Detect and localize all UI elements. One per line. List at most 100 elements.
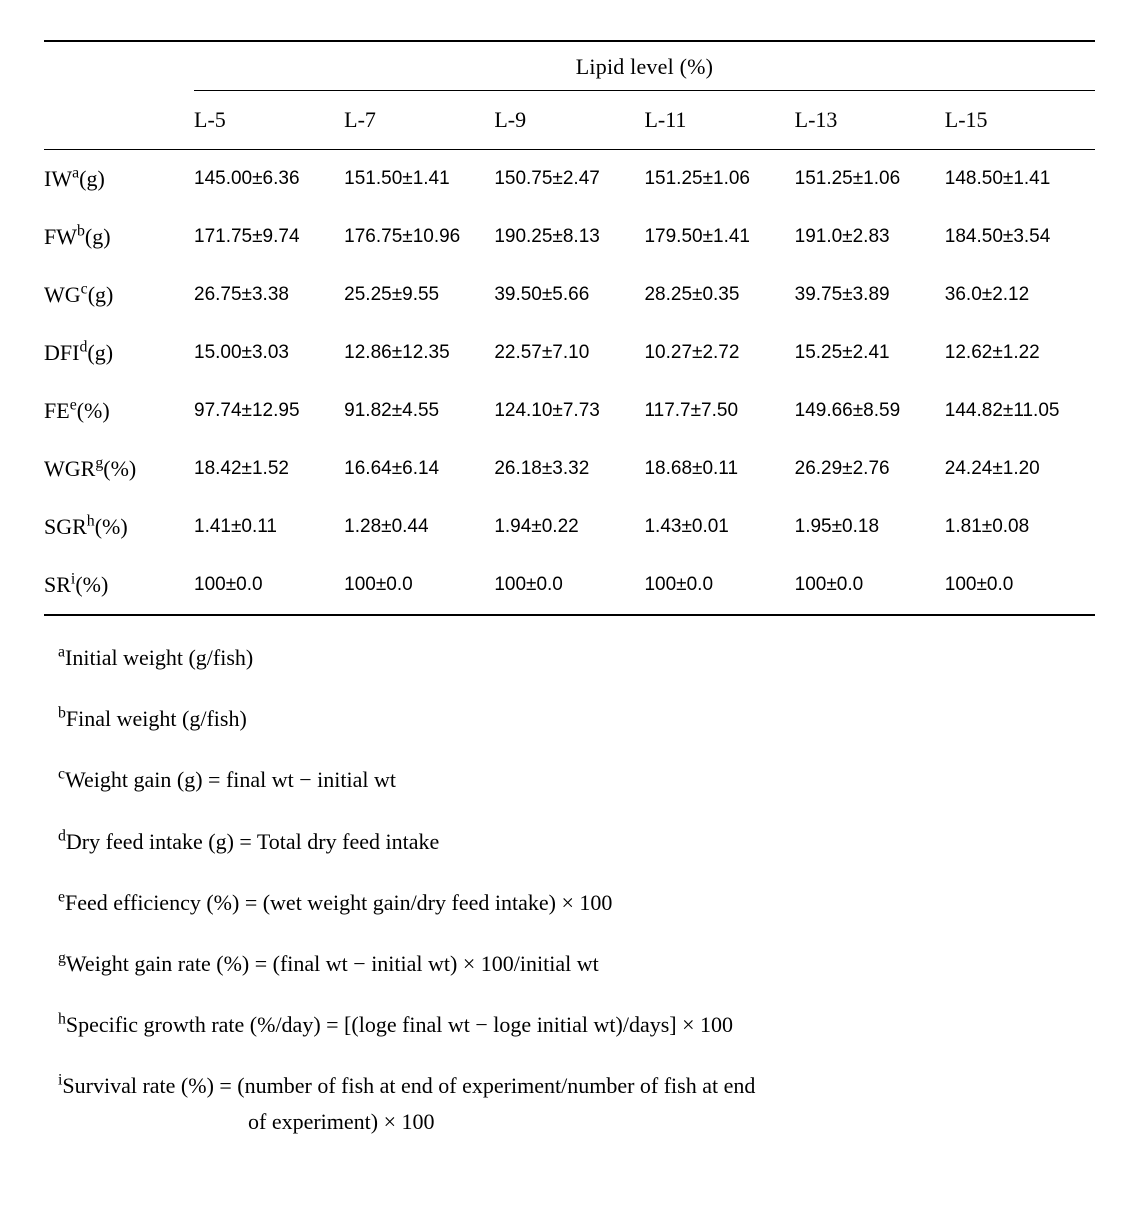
table-row: WGRg(%)18.42±1.5216.64±6.1426.18±3.3218.…	[44, 440, 1095, 498]
row-label-unit: (g)	[87, 340, 113, 365]
table-cell: 1.43±0.01	[644, 498, 794, 556]
table-row-label: DFId(g)	[44, 324, 194, 382]
table-col-head: L-9	[494, 91, 644, 150]
footnote: eFeed efficiency (%) = (wet weight gain/…	[58, 885, 1095, 920]
row-label-unit: (%)	[103, 456, 136, 481]
footnotes: aInitial weight (g/fish) bFinal weight (g…	[44, 640, 1095, 1139]
table-cell: 26.75±3.38	[194, 266, 344, 324]
table-cell: 184.50±3.54	[945, 208, 1095, 266]
footnote: aInitial weight (g/fish)	[58, 640, 1095, 675]
footnote: gWeight gain rate (%) = (final wt − init…	[58, 946, 1095, 981]
row-label-unit: (g)	[88, 282, 114, 307]
table-cell: 100±0.0	[945, 556, 1095, 615]
footnote-text: Dry feed intake (g) = Total dry feed int…	[66, 829, 439, 854]
table-cell: 1.94±0.22	[494, 498, 644, 556]
footnote-text: Weight gain rate (%) = (final wt − initi…	[66, 951, 599, 976]
table-cell: 100±0.0	[494, 556, 644, 615]
table-body: IWa(g)145.00±6.36151.50±1.41150.75±2.471…	[44, 150, 1095, 616]
table-row: FEe(%)97.74±12.9591.82±4.55124.10±7.7311…	[44, 382, 1095, 440]
table-stub-blank	[44, 91, 194, 150]
table-cell: 26.18±3.32	[494, 440, 644, 498]
table-cell: 39.75±3.89	[795, 266, 945, 324]
table-cell: 18.68±0.11	[644, 440, 794, 498]
row-label-text: WG	[44, 282, 81, 307]
table-col-head: L-15	[945, 91, 1095, 150]
table-cell: 16.64±6.14	[344, 440, 494, 498]
row-label-text: WGR	[44, 456, 95, 481]
footnote-text: Final weight (g/fish)	[66, 706, 247, 731]
table-row: SRi(%)100±0.0100±0.0100±0.0100±0.0100±0.…	[44, 556, 1095, 615]
row-label-sup: c	[81, 281, 88, 298]
footnote-text: Initial weight (g/fish)	[65, 645, 253, 670]
row-label-sup: e	[70, 397, 77, 414]
table-cell: 1.28±0.44	[344, 498, 494, 556]
table-cell: 100±0.0	[795, 556, 945, 615]
table-cell: 148.50±1.41	[945, 150, 1095, 209]
table-cell: 24.24±1.20	[945, 440, 1095, 498]
table-cell: 22.57±7.10	[494, 324, 644, 382]
row-label-text: SGR	[44, 514, 87, 539]
table-row-label: SRi(%)	[44, 556, 194, 615]
table-cell: 171.75±9.74	[194, 208, 344, 266]
footnote-sup: d	[58, 827, 66, 844]
table-cell: 117.7±7.50	[644, 382, 794, 440]
table-cell: 97.74±12.95	[194, 382, 344, 440]
table-stub-head	[44, 41, 194, 91]
table-cell: 145.00±6.36	[194, 150, 344, 209]
table-cell: 150.75±2.47	[494, 150, 644, 209]
table-cell: 100±0.0	[194, 556, 344, 615]
table-col-head: L-11	[644, 91, 794, 150]
table-col-head: L-7	[344, 91, 494, 150]
row-label-text: FW	[44, 224, 77, 249]
row-label-unit: (g)	[85, 224, 111, 249]
table-cell: 91.82±4.55	[344, 382, 494, 440]
row-label-sup: h	[87, 513, 95, 530]
table-cell: 191.0±2.83	[795, 208, 945, 266]
footnote-text: Feed efficiency (%) = (wet weight gain/d…	[65, 890, 612, 915]
row-label-text: IW	[44, 166, 72, 191]
footnote: cWeight gain (g) = final wt − initial wt	[58, 762, 1095, 797]
footnote-cont: of experiment) × 100	[58, 1104, 1095, 1139]
page: Lipid level (%) L-5 L-7 L-9 L-11 L-13 L-…	[0, 0, 1139, 1205]
footnote: dDry feed intake (g) = Total dry feed in…	[58, 824, 1095, 859]
table-cell: 25.25±9.55	[344, 266, 494, 324]
table-cell: 1.95±0.18	[795, 498, 945, 556]
footnote: hSpecific growth rate (%/day) = [(loge f…	[58, 1007, 1095, 1042]
footnote: iSurvival rate (%) = (number of fish at …	[58, 1068, 1095, 1138]
table-cell: 100±0.0	[644, 556, 794, 615]
table-row-label: IWa(g)	[44, 150, 194, 209]
table-cell: 1.81±0.08	[945, 498, 1095, 556]
footnote-sup: g	[58, 950, 66, 967]
table-col-head-row: L-5 L-7 L-9 L-11 L-13 L-15	[44, 91, 1095, 150]
row-label-unit: (%)	[75, 572, 108, 597]
table-cell: 151.50±1.41	[344, 150, 494, 209]
row-label-unit: (%)	[95, 514, 128, 539]
data-table: Lipid level (%) L-5 L-7 L-9 L-11 L-13 L-…	[44, 40, 1095, 616]
table-row-label: FWb(g)	[44, 208, 194, 266]
table-cell: 12.86±12.35	[344, 324, 494, 382]
table-row: WGc(g)26.75±3.3825.25±9.5539.50±5.6628.2…	[44, 266, 1095, 324]
footnote-text: Survival rate (%) = (number of fish at e…	[62, 1073, 755, 1098]
table-spanner-row: Lipid level (%)	[44, 41, 1095, 91]
footnote-sup: b	[58, 705, 66, 722]
table-cell: 179.50±1.41	[644, 208, 794, 266]
table-col-head: L-5	[194, 91, 344, 150]
footnote: bFinal weight (g/fish)	[58, 701, 1095, 736]
table-cell: 190.25±8.13	[494, 208, 644, 266]
table-col-head: L-13	[795, 91, 945, 150]
row-label-unit: (%)	[77, 398, 110, 423]
table-row-label: WGc(g)	[44, 266, 194, 324]
table-row-label: FEe(%)	[44, 382, 194, 440]
table-row: DFId(g)15.00±3.0312.86±12.3522.57±7.1010…	[44, 324, 1095, 382]
table-cell: 176.75±10.96	[344, 208, 494, 266]
row-label-unit: (g)	[79, 166, 105, 191]
table-cell: 1.41±0.11	[194, 498, 344, 556]
table-row-label: SGRh(%)	[44, 498, 194, 556]
table-cell: 26.29±2.76	[795, 440, 945, 498]
footnote-sup: a	[58, 644, 65, 661]
table-row-label: WGRg(%)	[44, 440, 194, 498]
table-cell: 15.00±3.03	[194, 324, 344, 382]
row-label-sup: b	[77, 223, 85, 240]
table-cell: 144.82±11.05	[945, 382, 1095, 440]
table-cell: 124.10±7.73	[494, 382, 644, 440]
